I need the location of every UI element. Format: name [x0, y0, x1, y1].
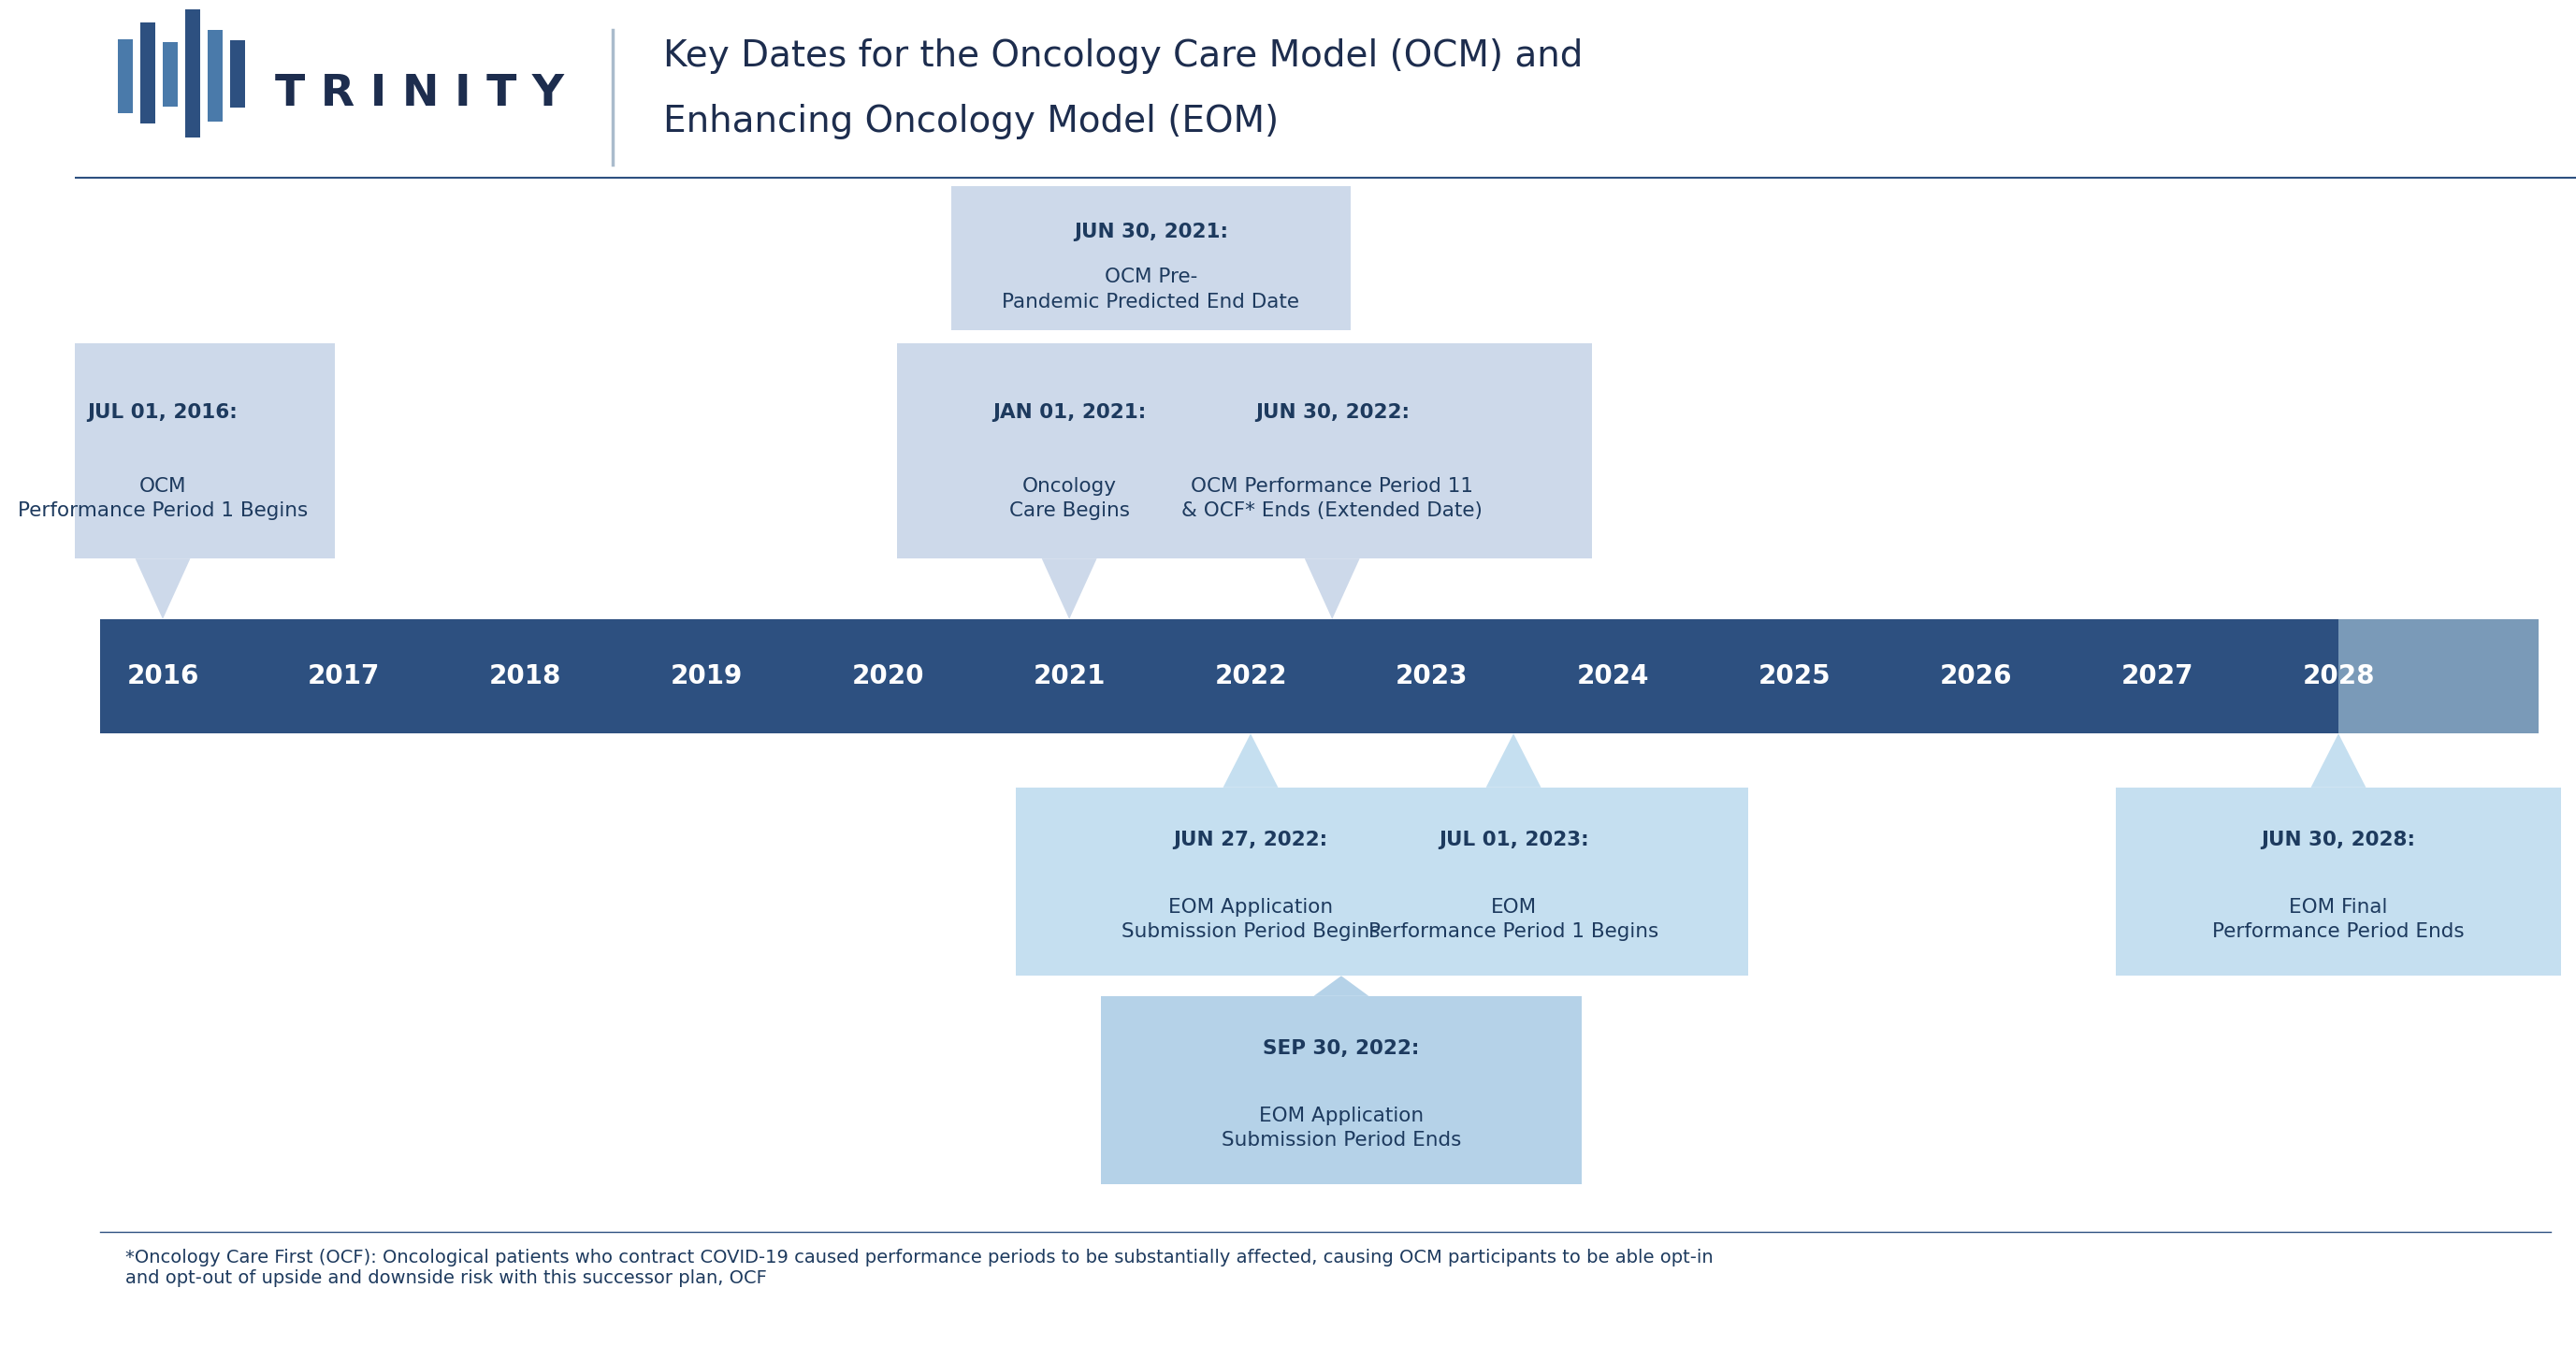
Polygon shape [1224, 734, 1278, 787]
Text: Enhancing Oncology Model (EOM): Enhancing Oncology Model (EOM) [662, 104, 1278, 139]
Text: SEP 30, 2022:: SEP 30, 2022: [1262, 1039, 1419, 1058]
Text: EOM Application
Submission Period Begins: EOM Application Submission Period Begins [1121, 898, 1381, 941]
Text: 2021: 2021 [1033, 664, 1105, 689]
Text: OCM Pre-
Pandemic Predicted End Date: OCM Pre- Pandemic Predicted End Date [1002, 268, 1301, 311]
Polygon shape [1486, 734, 1540, 787]
Text: 2027: 2027 [2120, 664, 2192, 689]
Text: 2022: 2022 [1213, 664, 1288, 689]
Text: OCM Performance Period 11
& OCF* Ends (Extended Date): OCM Performance Period 11 & OCF* Ends (E… [1182, 476, 1484, 520]
Text: JUL 01, 2016:: JUL 01, 2016: [88, 402, 237, 421]
Text: *Oncology Care First (OCF): Oncological patients who contract COVID-19 caused pe: *Oncology Care First (OCF): Oncological … [126, 1249, 1713, 1287]
Text: 2026: 2026 [1940, 664, 2012, 689]
Text: 2020: 2020 [853, 664, 925, 689]
Text: 2025: 2025 [1759, 664, 1832, 689]
Text: EOM
Performance Period 1 Begins: EOM Performance Period 1 Begins [1368, 898, 1659, 941]
Polygon shape [1314, 976, 1368, 996]
Text: Oncology
Care Begins: Oncology Care Begins [1010, 476, 1131, 520]
Bar [1100, 996, 1582, 1184]
Bar [1072, 343, 1592, 559]
Bar [139, 23, 155, 124]
Bar [2339, 619, 2537, 734]
Bar [0, 343, 335, 559]
Text: JUN 30, 2022:: JUN 30, 2022: [1255, 402, 1409, 421]
Polygon shape [2311, 734, 2365, 787]
Bar [2115, 787, 2561, 976]
Text: 2024: 2024 [1577, 664, 1649, 689]
Bar [951, 186, 1350, 330]
Text: 2017: 2017 [309, 664, 381, 689]
Text: 2028: 2028 [2303, 664, 2375, 689]
Text: EOM Final
Performance Period Ends: EOM Final Performance Period Ends [2213, 898, 2465, 941]
Bar [100, 619, 2339, 734]
Text: JUL 01, 2023:: JUL 01, 2023: [1437, 830, 1589, 849]
Bar [1015, 787, 1486, 976]
Text: EOM Application
Submission Period Ends: EOM Application Submission Period Ends [1221, 1106, 1461, 1149]
Text: Key Dates for the Oncology Care Model (OCM) and: Key Dates for the Oncology Care Model (O… [662, 39, 1582, 74]
Bar [1278, 787, 1749, 976]
Bar [118, 39, 134, 113]
Polygon shape [1303, 559, 1360, 619]
Bar [209, 30, 222, 121]
Text: 2018: 2018 [489, 664, 562, 689]
Polygon shape [137, 559, 191, 619]
Bar [185, 9, 201, 137]
Text: T R I N I T Y: T R I N I T Y [276, 73, 564, 116]
Text: JUN 27, 2022:: JUN 27, 2022: [1172, 830, 1327, 849]
Text: 2023: 2023 [1396, 664, 1468, 689]
Polygon shape [1041, 559, 1097, 619]
Text: 2019: 2019 [670, 664, 742, 689]
Bar [162, 42, 178, 106]
Bar [896, 343, 1242, 559]
Text: JUN 30, 2021:: JUN 30, 2021: [1074, 222, 1229, 241]
Bar [229, 40, 245, 108]
Text: OCM
Performance Period 1 Begins: OCM Performance Period 1 Begins [18, 476, 309, 520]
Text: 2016: 2016 [126, 664, 198, 689]
Text: JAN 01, 2021:: JAN 01, 2021: [992, 402, 1146, 421]
Text: JUN 30, 2028:: JUN 30, 2028: [2262, 830, 2416, 849]
